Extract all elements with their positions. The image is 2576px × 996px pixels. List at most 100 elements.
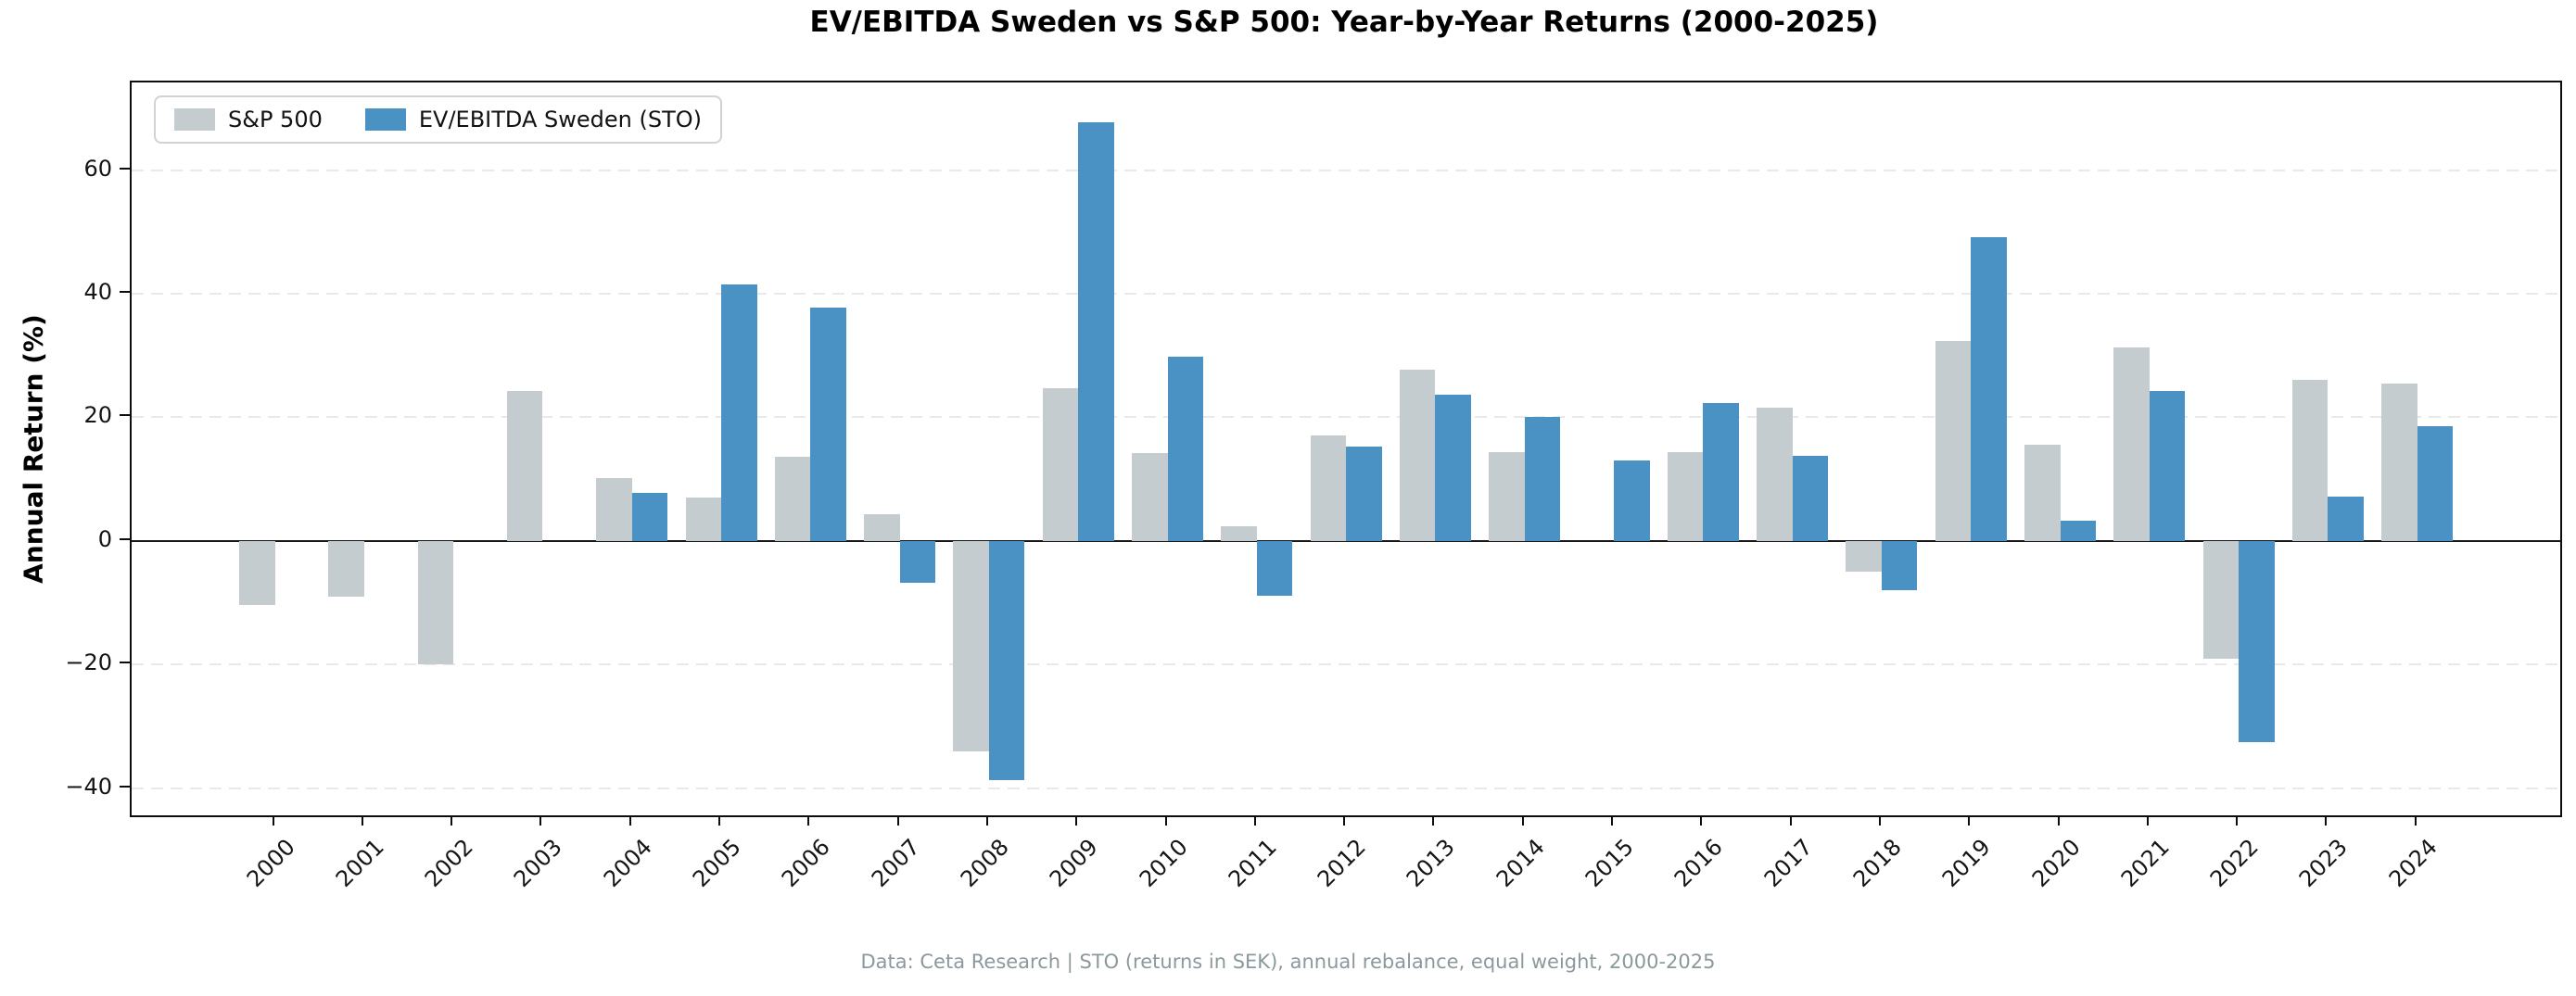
bar-sp500-2016 <box>1667 451 1704 541</box>
x-tick-label-2001: 2001 <box>330 834 389 892</box>
gridline--20 <box>132 663 2560 666</box>
bar-sp500-2003 <box>506 391 543 541</box>
y-tick-mark-60 <box>120 167 130 170</box>
bar-sweden-2012 <box>1346 447 1382 541</box>
legend: S&P 500 EV/EBITDA Sweden (STO) <box>154 95 722 144</box>
y-tick-mark--40 <box>120 785 130 788</box>
y-tick-label--20: −20 <box>65 649 112 676</box>
x-tick-label-2008: 2008 <box>955 834 1014 892</box>
gridline--40 <box>132 787 2560 789</box>
bar-sp500-2007 <box>864 513 900 541</box>
y-tick-label-20: 20 <box>83 402 112 429</box>
x-tick-mark-2010 <box>1164 815 1167 826</box>
y-tick-label-60: 60 <box>83 155 112 182</box>
bar-sweden-2007 <box>899 540 936 583</box>
x-tick-mark-2007 <box>896 815 899 826</box>
footer-note: Data: Ceta Research | STO (returns in SE… <box>860 951 1716 973</box>
bar-sp500-2008 <box>953 540 989 752</box>
x-tick-mark-2012 <box>1343 815 1346 826</box>
x-tick-mark-2001 <box>361 815 363 826</box>
y-tick-mark-0 <box>120 537 130 540</box>
bar-sp500-2009 <box>1042 388 1079 541</box>
x-tick-label-2015: 2015 <box>1580 834 1639 892</box>
gridline-40 <box>132 293 2560 296</box>
bar-sweden-2017 <box>1792 455 1829 541</box>
bar-sweden-2011 <box>1256 540 1293 596</box>
y-tick-mark-40 <box>120 291 130 294</box>
bar-sp500-2014 <box>1489 451 1525 541</box>
bar-sp500-2004 <box>596 477 632 541</box>
x-tick-mark-2004 <box>628 815 631 826</box>
bar-sweden-2021 <box>2149 391 2186 541</box>
legend-label-sweden: EV/EBITDA Sweden (STO) <box>418 107 702 132</box>
legend-entry-sweden: EV/EBITDA Sweden (STO) <box>364 107 702 132</box>
sweden-swatch-icon <box>364 108 406 131</box>
x-tick-mark-2000 <box>272 815 274 826</box>
bar-sweden-2016 <box>1703 403 1739 541</box>
x-tick-mark-2021 <box>2146 815 2149 826</box>
bar-sp500-2019 <box>1935 341 1972 541</box>
legend-entry-sp500: S&P 500 <box>174 107 323 132</box>
x-tick-mark-2009 <box>1075 815 1078 826</box>
x-tick-label-2007: 2007 <box>866 834 925 892</box>
x-tick-mark-2019 <box>1968 815 1971 826</box>
x-tick-label-2020: 2020 <box>2026 834 2086 892</box>
gridline-20 <box>132 416 2560 419</box>
bar-sweden-2018 <box>1881 540 1918 590</box>
bar-sweden-2015 <box>1614 460 1650 541</box>
x-tick-label-2004: 2004 <box>598 834 657 892</box>
x-tick-label-2010: 2010 <box>1134 834 1193 892</box>
x-tick-label-2006: 2006 <box>777 834 836 892</box>
bar-sp500-2001 <box>328 540 364 597</box>
bar-sp500-2011 <box>1221 525 1257 541</box>
x-tick-label-2009: 2009 <box>1044 834 1103 892</box>
chart-title: EV/EBITDA Sweden vs S&P 500: Year-by-Yea… <box>809 6 1879 39</box>
x-tick-label-2017: 2017 <box>1758 834 1818 892</box>
y-axis-label: Annual Return (%) <box>18 314 49 584</box>
bar-sp500-2023 <box>2291 380 2329 541</box>
x-tick-label-2023: 2023 <box>2294 834 2354 892</box>
bar-sweden-2023 <box>2328 496 2364 541</box>
bar-sweden-2013 <box>1435 394 1471 541</box>
x-tick-mark-2022 <box>2236 815 2239 826</box>
x-tick-mark-2023 <box>2325 815 2328 826</box>
bar-sp500-2006 <box>774 456 811 541</box>
gridline-60 <box>132 169 2560 171</box>
bar-sp500-2021 <box>2113 347 2150 541</box>
x-tick-label-2018: 2018 <box>1847 834 1907 892</box>
x-tick-label-2003: 2003 <box>509 834 568 892</box>
x-tick-label-2021: 2021 <box>2115 834 2175 892</box>
bar-sp500-2020 <box>2024 445 2061 541</box>
x-tick-label-2013: 2013 <box>1402 834 1461 892</box>
plot-area: S&P 500 EV/EBITDA Sweden (STO) <box>130 81 2562 817</box>
y-tick-label-0: 0 <box>97 525 112 552</box>
y-tick-label--40: −40 <box>65 773 112 800</box>
bar-sp500-2013 <box>1399 370 1436 541</box>
legend-label-sp500: S&P 500 <box>228 107 323 132</box>
x-tick-label-2014: 2014 <box>1491 834 1550 892</box>
bar-sweden-2022 <box>2239 540 2275 743</box>
x-tick-mark-2018 <box>1878 815 1881 826</box>
sp500-swatch-icon <box>174 108 215 131</box>
x-tick-label-2005: 2005 <box>687 834 746 892</box>
bar-sp500-2024 <box>2381 384 2417 541</box>
x-tick-label-2024: 2024 <box>2383 834 2443 892</box>
bar-sweden-2006 <box>810 307 846 541</box>
x-tick-mark-2024 <box>2414 815 2417 826</box>
x-tick-label-2002: 2002 <box>419 834 478 892</box>
bar-sp500-2012 <box>1310 435 1347 541</box>
bar-sweden-2014 <box>1524 416 1561 541</box>
x-tick-mark-2011 <box>1253 815 1256 826</box>
zero-line <box>132 539 2560 542</box>
x-tick-label-2019: 2019 <box>1936 834 1996 892</box>
x-tick-label-2000: 2000 <box>241 834 300 892</box>
x-tick-label-2011: 2011 <box>1223 834 1282 892</box>
x-tick-label-2012: 2012 <box>1312 834 1371 892</box>
x-tick-mark-2008 <box>985 815 988 826</box>
y-tick-label-40: 40 <box>83 279 112 306</box>
x-tick-mark-2020 <box>2057 815 2060 826</box>
bar-sp500-2000 <box>239 540 275 606</box>
bar-sweden-2008 <box>988 540 1025 780</box>
bar-sp500-2017 <box>1757 407 1793 541</box>
